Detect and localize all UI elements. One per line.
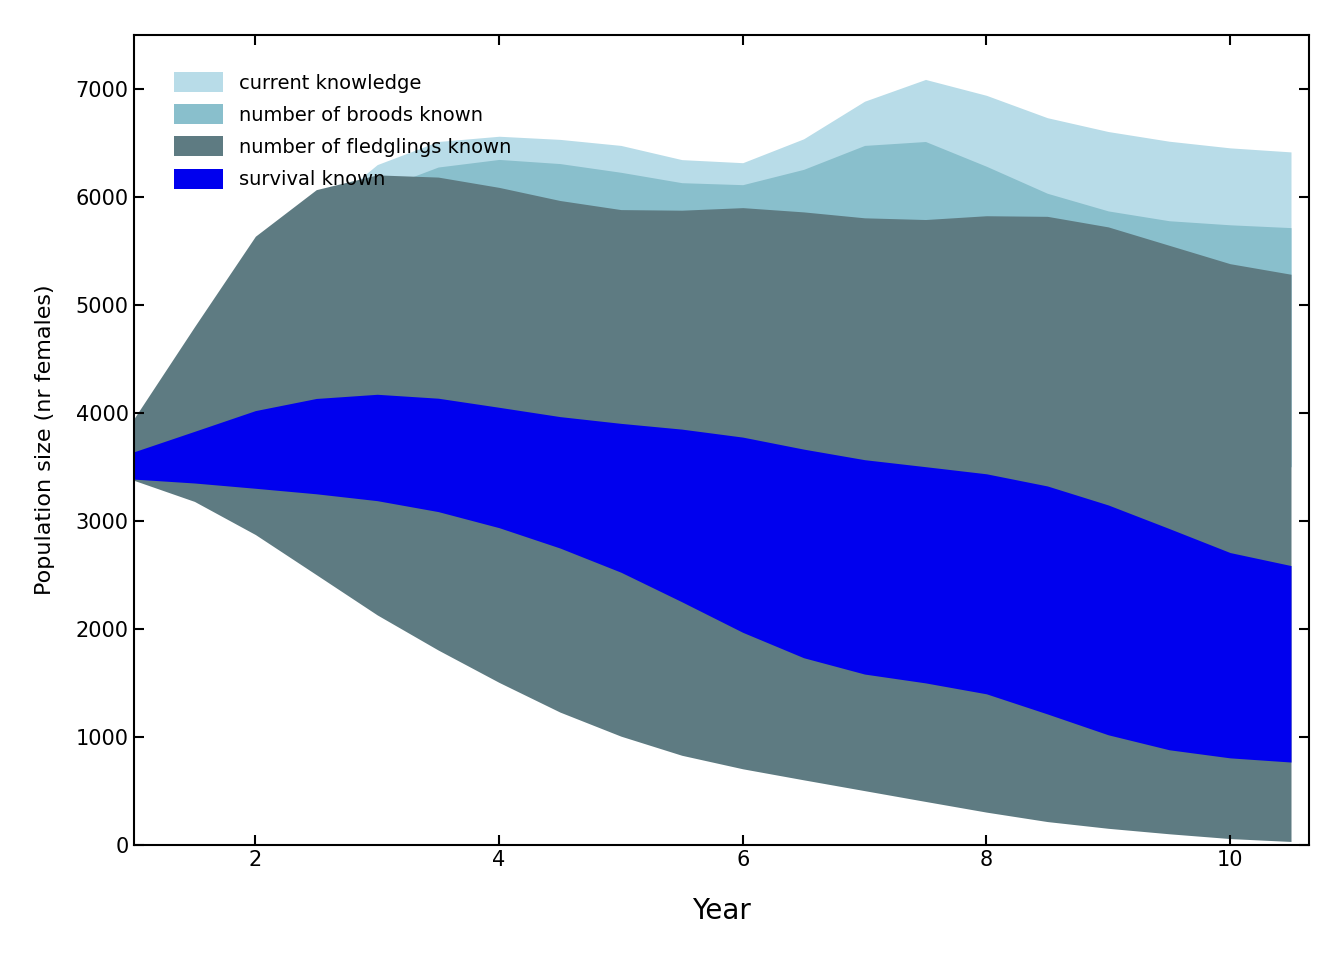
Y-axis label: Population size (nr females): Population size (nr females) bbox=[35, 284, 55, 595]
X-axis label: Year: Year bbox=[692, 898, 751, 925]
Legend: current knowledge, number of broods known, number of fledglings known, survival : current knowledge, number of broods know… bbox=[155, 53, 531, 208]
